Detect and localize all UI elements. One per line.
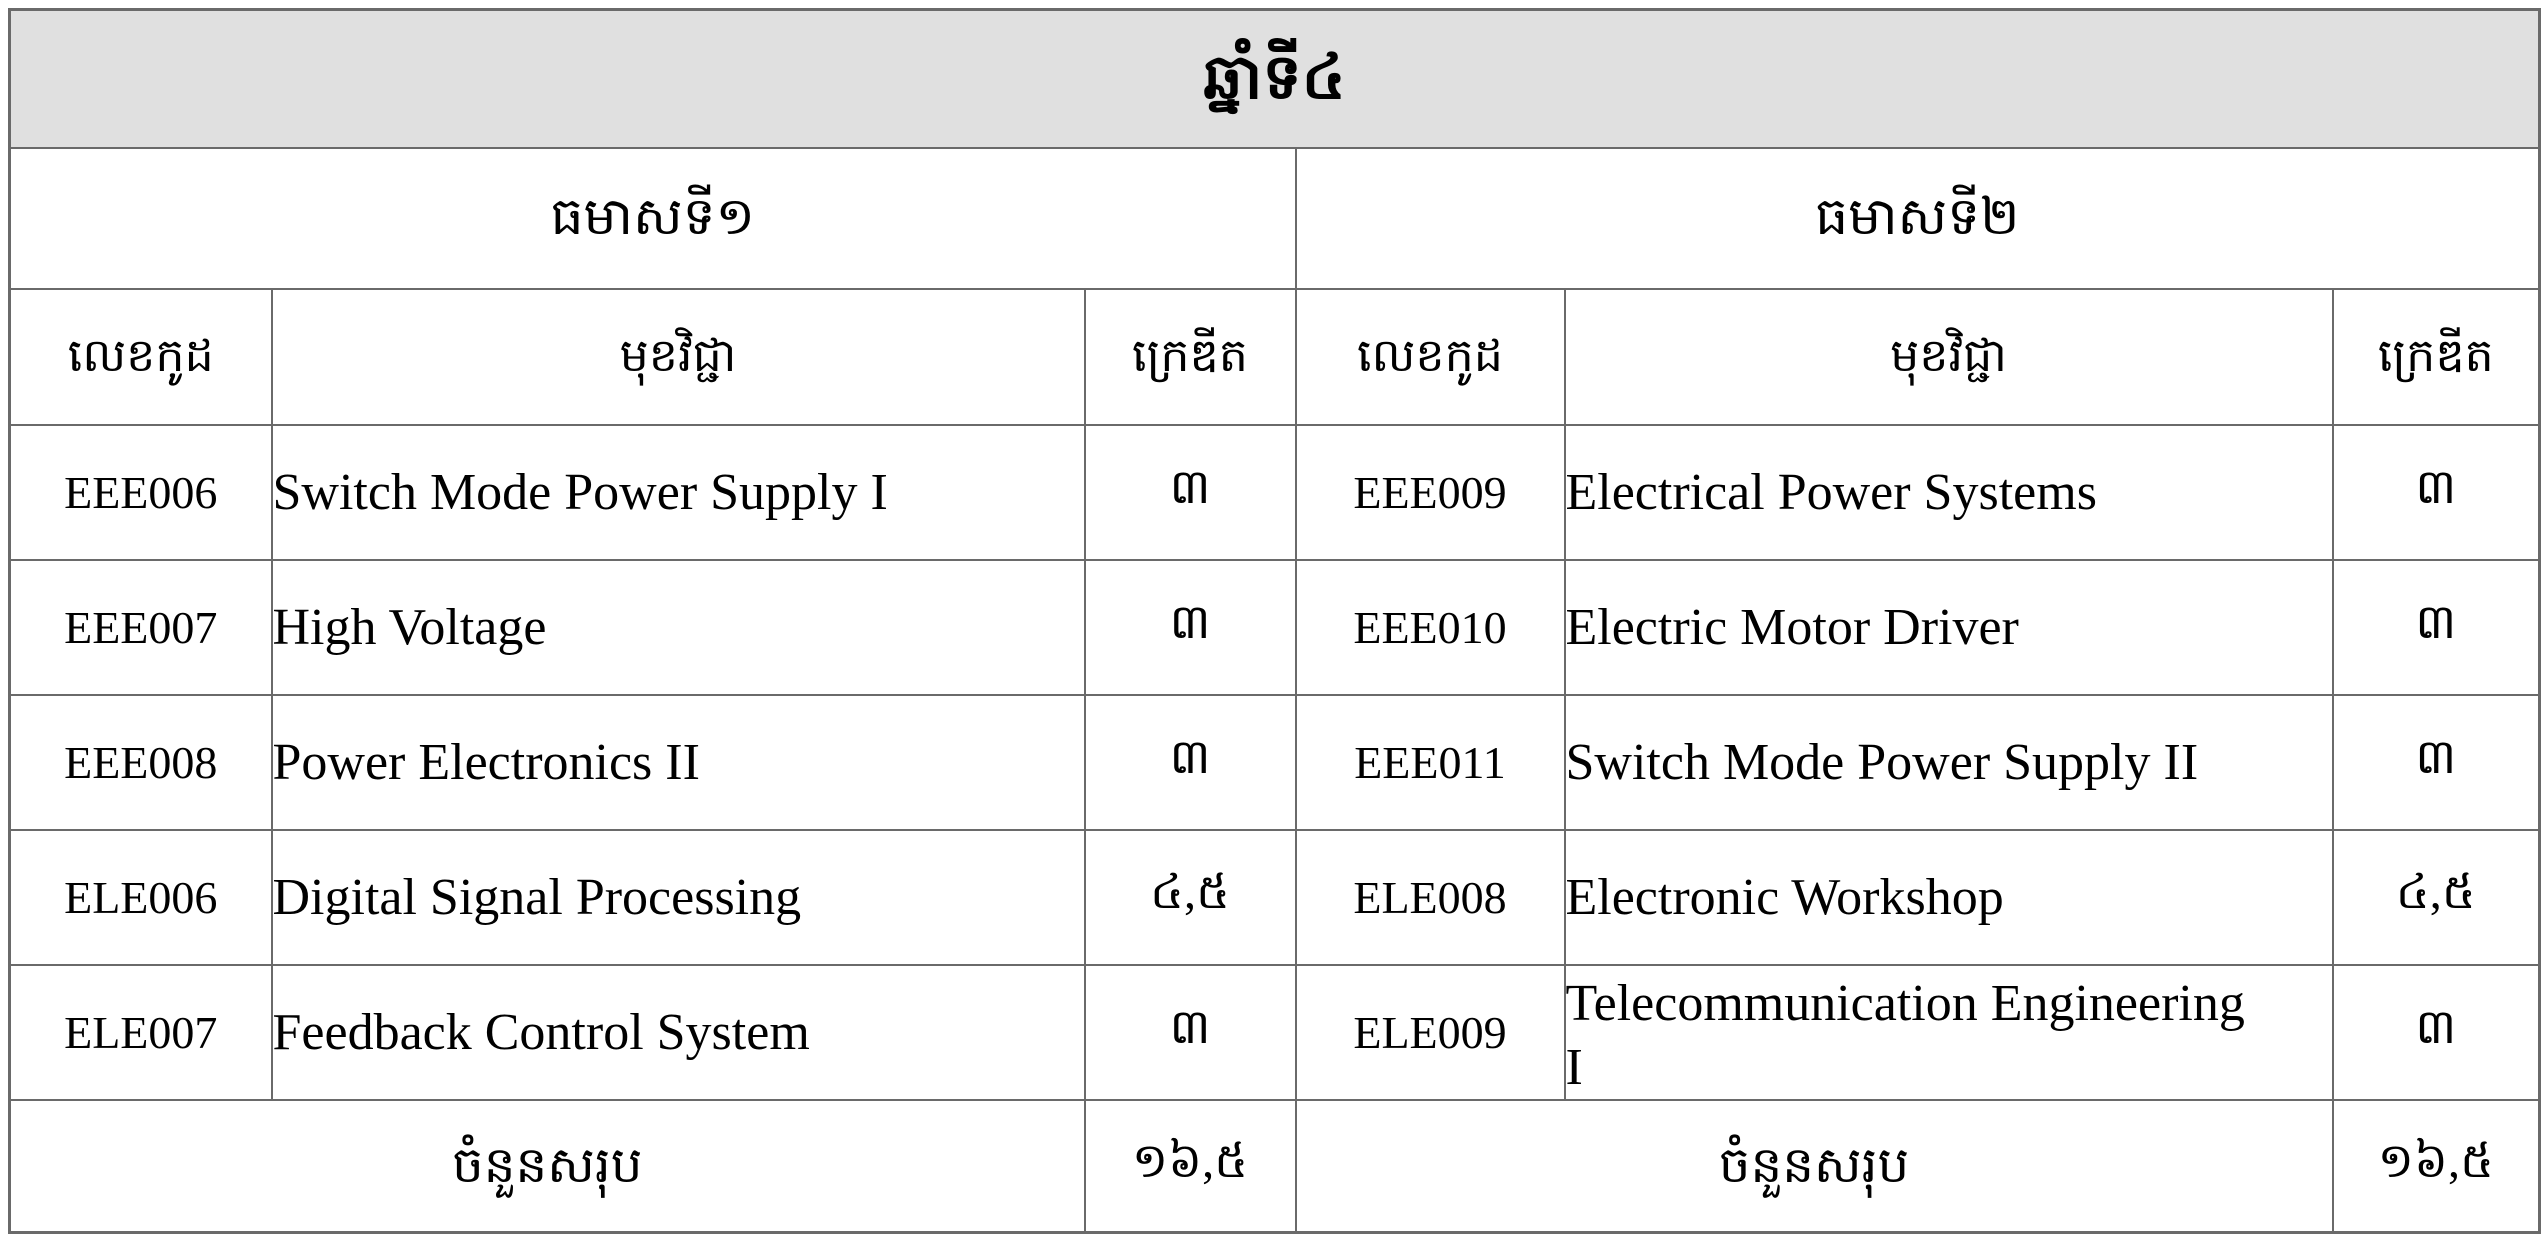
course-credit-cell: ៣ — [2331, 693, 2541, 831]
course-name-cell: High Voltage — [270, 558, 1086, 696]
course-code-cell: EEE010 — [1294, 558, 1566, 696]
course-credit-cell: ៣ — [1083, 423, 1297, 561]
course-name: Electric Motor Driver — [1565, 598, 2019, 656]
course-credit-cell: ៣ — [1083, 558, 1297, 696]
course-name: Electronic Workshop — [1565, 868, 2004, 926]
course-row-4: ELE006 Digital Signal Processing ៤,៥ ELE… — [8, 828, 2541, 966]
course-credit-cell: ៣ — [2331, 963, 2541, 1101]
semester1-header: ធមាសទី១ — [8, 146, 1297, 290]
course-row-5: ELE007 Feedback Control System ៣ ELE009 … — [8, 963, 2541, 1101]
col-header-subject-sem1: មុខវិជ្ជា — [270, 287, 1086, 426]
course-code-cell: EEE007 — [8, 558, 273, 696]
course-name: Digital Signal Processing — [272, 868, 802, 926]
course-credit-cell: ៤,៥ — [2331, 828, 2541, 966]
course-name: Electrical Power Systems — [1565, 463, 2097, 521]
course-name: Telecommunication Engineering I — [1565, 974, 2245, 1096]
col-header-code-sem1: លេខកូដ — [8, 287, 273, 426]
column-header-row: លេខកូដ មុខវិជ្ជា ក្រេឌីត លេខកូដ មុខវិជ្ជ… — [8, 287, 2541, 426]
course-name-cell: Telecommunication Engineering I — [1563, 963, 2334, 1101]
course-credit-cell: ៣ — [2331, 558, 2541, 696]
total-row: ចំនួនសរុប ១៦,៥ ចំនួនសរុប ១៦,៥ — [8, 1098, 2541, 1234]
course-credit-cell: ៣ — [1083, 963, 1297, 1101]
col-header-code-sem2: លេខកូដ — [1294, 287, 1566, 426]
year-title: ឆ្នាំទី៤ — [8, 8, 2541, 149]
course-name-cell: Electric Motor Driver — [1563, 558, 2334, 696]
course-credit-cell: ៣ — [1083, 693, 1297, 831]
course-credit-cell: ៤,៥ — [1083, 828, 1297, 966]
course-name: Power Electronics II — [272, 733, 700, 791]
curriculum-table-container: ឆ្នាំទី៤ ធមាសទី១ ធមាសទី២ លេខកូដ មុខវិជ្ជ… — [8, 8, 2542, 1234]
course-code-cell: EEE009 — [1294, 423, 1566, 561]
total-label-sem2: ចំនួនសរុប — [1294, 1098, 2334, 1234]
course-name-cell: Digital Signal Processing — [270, 828, 1086, 966]
semester-header-row: ធមាសទី១ ធមាសទី២ — [8, 146, 2541, 290]
course-code-cell: ELE009 — [1294, 963, 1566, 1101]
course-name: Switch Mode Power Supply II — [1565, 733, 2199, 791]
course-credit-cell: ៣ — [2331, 423, 2541, 561]
course-code-cell: ELE007 — [8, 963, 273, 1101]
course-name: Switch Mode Power Supply I — [272, 463, 888, 521]
course-code-cell: ELE006 — [8, 828, 273, 966]
course-code-cell: EEE008 — [8, 693, 273, 831]
year4-curriculum-table: ឆ្នាំទី៤ ធមាសទី១ ធមាសទី២ លេខកូដ មុខវិជ្ជ… — [8, 8, 2542, 1234]
course-name-cell: Switch Mode Power Supply II — [1563, 693, 2334, 831]
course-name-cell: Power Electronics II — [270, 693, 1086, 831]
course-name: Feedback Control System — [272, 1003, 810, 1061]
course-code-cell: EEE006 — [8, 423, 273, 561]
semester2-header: ធមាសទី២ — [1294, 146, 2541, 290]
course-row-1: EEE006 Switch Mode Power Supply I ៣ EEE0… — [8, 423, 2541, 561]
year-title-row: ឆ្នាំទី៤ — [8, 8, 2541, 149]
col-header-credit-sem2: ក្រេឌីត — [2331, 287, 2541, 426]
course-row-3: EEE008 Power Electronics II ៣ EEE011 Swi… — [8, 693, 2541, 831]
course-name: High Voltage — [272, 598, 547, 656]
course-row-2: EEE007 High Voltage ៣ EEE010 Electric Mo… — [8, 558, 2541, 696]
total-label-sem1: ចំនួនសរុប — [8, 1098, 1086, 1234]
clipped-course-name-wrap: Telecommunication Engineering I — [1565, 967, 2331, 1098]
total-credits-sem1: ១៦,៥ — [1083, 1098, 1297, 1234]
col-header-credit-sem1: ក្រេឌីត — [1083, 287, 1297, 426]
course-name-cell: Electronic Workshop — [1563, 828, 2334, 966]
course-name-cell: Switch Mode Power Supply I — [270, 423, 1086, 561]
total-credits-sem2: ១៦,៥ — [2331, 1098, 2541, 1234]
course-code-cell: ELE008 — [1294, 828, 1566, 966]
col-header-subject-sem2: មុខវិជ្ជា — [1563, 287, 2334, 426]
course-name-cell: Electrical Power Systems — [1563, 423, 2334, 561]
course-code-cell: EEE011 — [1294, 693, 1566, 831]
course-name-cell: Feedback Control System — [270, 963, 1086, 1101]
